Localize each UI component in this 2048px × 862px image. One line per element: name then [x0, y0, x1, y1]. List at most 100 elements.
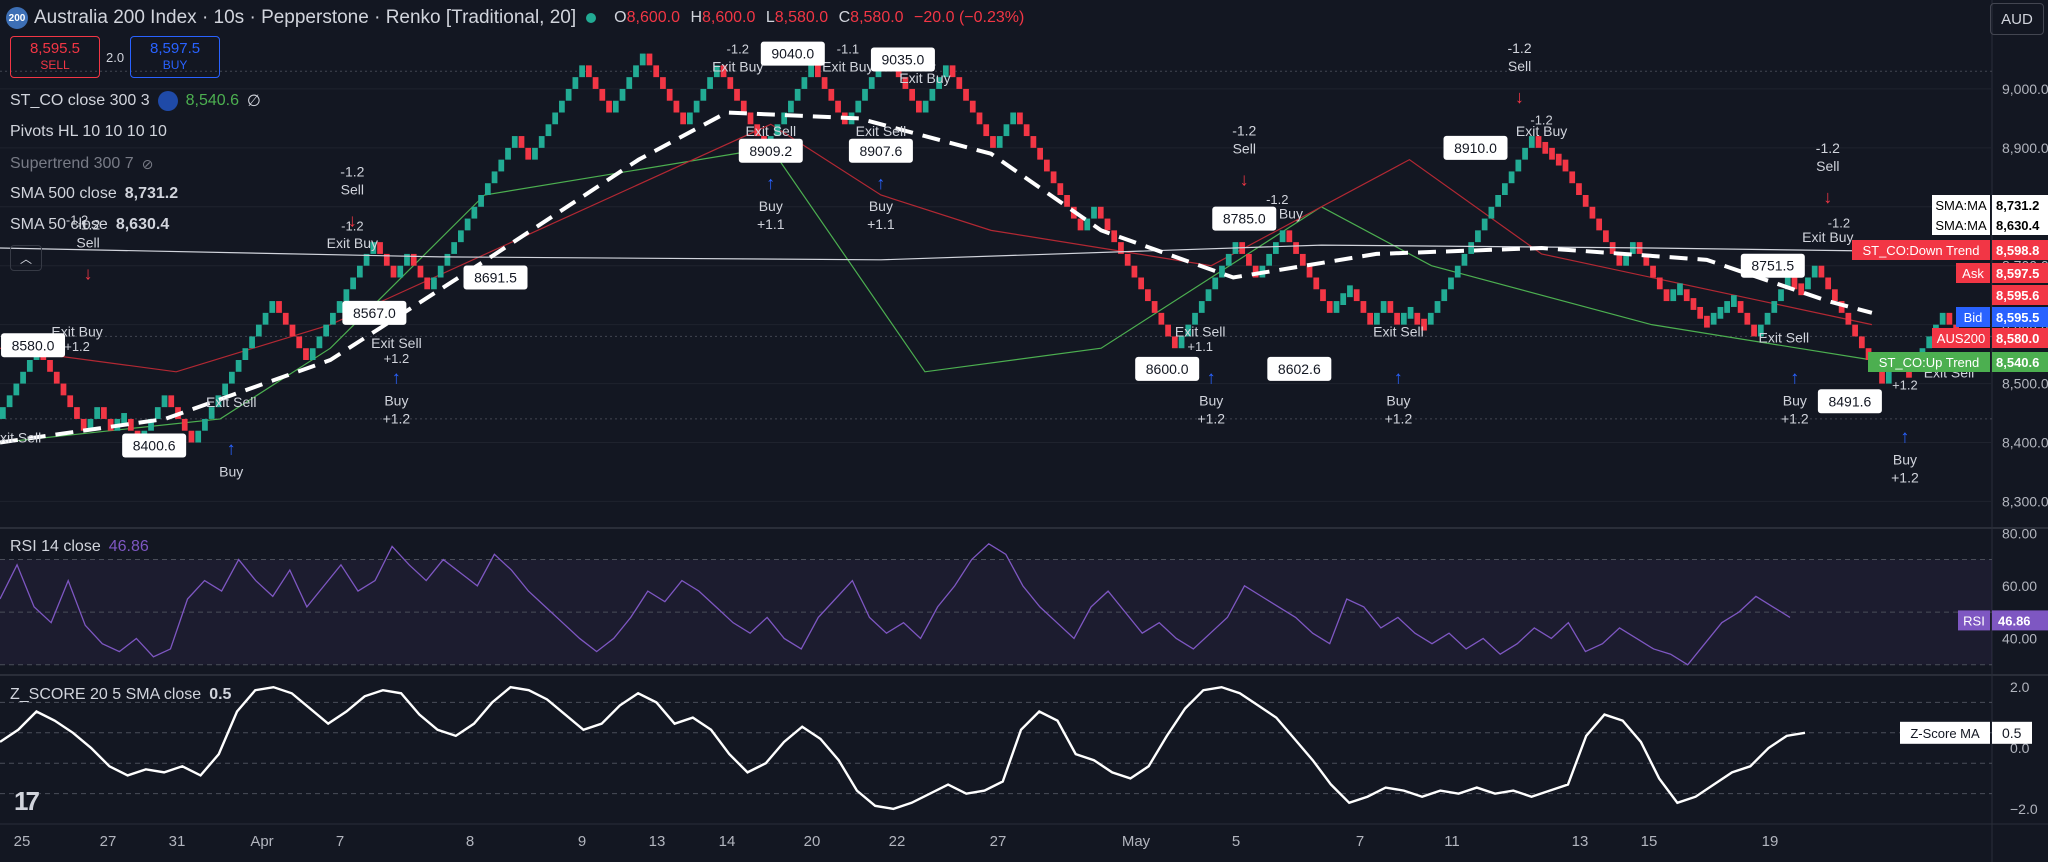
legend-sma500[interactable]: SMA 500 close 8,731.2: [10, 185, 179, 202]
eye-off-icon[interactable]: ⊘: [141, 155, 154, 172]
renko-brick: [1481, 218, 1488, 231]
renko-brick: [828, 88, 835, 101]
price-tag-label: Ask: [1962, 266, 1984, 281]
currency-button[interactable]: AUD: [1990, 3, 2044, 35]
renko-brick: [6, 395, 13, 408]
pivot-value: 8691.5: [474, 270, 517, 286]
renko-brick: [1333, 301, 1340, 313]
legend-rsi[interactable]: RSI 14 close 46.86: [10, 538, 149, 555]
renko-brick: [646, 53, 653, 66]
renko-brick: [1225, 253, 1232, 266]
renko-brick: [188, 430, 195, 443]
legend-sma50[interactable]: SMA 50 close 8,630.4: [10, 216, 170, 233]
renko-brick: [653, 65, 660, 78]
renko-brick: [296, 336, 303, 349]
renko-brick: [1320, 289, 1326, 302]
sell-arrow-icon: ↓: [84, 264, 93, 284]
renko-brick: [1246, 253, 1252, 266]
time-tick-label: 11: [1444, 833, 1460, 850]
zscore-label-box: [1900, 721, 1990, 744]
price-tick-label: 8,300.0: [2002, 493, 2048, 509]
collapse-legend-button[interactable]: ︿: [10, 245, 42, 271]
signal-label: -1.2: [76, 217, 100, 233]
renko-brick: [336, 301, 343, 313]
renko-brick: [1010, 112, 1017, 125]
renko-brick: [1212, 277, 1219, 290]
time-tick-label: 7: [1356, 833, 1364, 850]
pivot-box: [1, 333, 66, 358]
signal-label: +1.2: [1781, 411, 1809, 427]
buy-button[interactable]: 8,597.5 BUY: [130, 36, 221, 78]
pivot-value: 8580.0: [12, 337, 55, 353]
renko-brick: [101, 407, 107, 419]
price-tag-label-box: [1852, 240, 1990, 260]
renko-brick: [969, 100, 976, 113]
renko-brick: [282, 312, 289, 325]
pivot-box: [1740, 253, 1805, 278]
renko-brick: [1178, 336, 1185, 349]
renko-brick: [1326, 301, 1333, 313]
signal-label: Buy: [1893, 452, 1917, 468]
renko-brick: [1171, 336, 1178, 349]
price-tag: [1992, 307, 2048, 327]
legend-st-co[interactable]: ST_CO close 300 3 8,540.6 ∅: [10, 91, 261, 111]
renko-brick: [437, 265, 444, 278]
time-tick-label: 19: [1762, 833, 1779, 850]
renko-brick: [1744, 312, 1751, 325]
renko-brick: [572, 77, 579, 89]
renko-brick: [518, 136, 525, 148]
renko-brick: [1131, 265, 1138, 278]
small-label: -1.2: [1530, 112, 1552, 127]
renko-brick: [740, 100, 747, 113]
renko-brick: [1757, 324, 1764, 337]
renko-brick: [1784, 277, 1791, 290]
renko-brick: [1461, 253, 1468, 266]
rsi-label-box: [1958, 610, 1990, 631]
renko-brick: [323, 324, 330, 337]
legend-supertrend[interactable]: Supertrend 300 7 ⊘: [10, 155, 154, 172]
exit-label: Exit Sell: [1175, 323, 1226, 339]
price-tag-label: SMA:MA: [1935, 198, 1987, 213]
renko-brick: [1724, 301, 1730, 313]
renko-brick: [121, 413, 127, 425]
renko-brick: [350, 277, 356, 290]
renko-brick: [1387, 301, 1394, 313]
small-label: +1.2: [64, 339, 90, 354]
symbol-title[interactable]: Australia 200 Index · 10s · Pepperstone …: [34, 7, 577, 28]
renko-brick: [195, 430, 202, 443]
renko-brick: [1279, 230, 1286, 243]
renko-brick: [0, 407, 6, 419]
legend-pivots[interactable]: Pivots HL 10 10 10 10: [10, 123, 167, 140]
price-tag-label-box: [1932, 215, 1990, 235]
legend-zscore[interactable]: Z_SCORE 20 5 SMA close 0.5: [10, 686, 232, 703]
renko-brick: [404, 253, 410, 266]
renko-brick: [154, 407, 161, 419]
renko-brick: [47, 360, 53, 372]
renko-brick: [680, 112, 687, 125]
renko-brick: [491, 171, 498, 184]
exit-label: Exit Sell: [371, 335, 422, 351]
exit-label: Exit Sell: [856, 123, 907, 139]
price-tag-label: ST_CO:Up Trend: [1879, 355, 1979, 370]
renko-brick: [1825, 277, 1832, 290]
renko-brick: [996, 136, 1003, 148]
renko-brick: [1798, 283, 1805, 296]
renko-brick: [1791, 277, 1798, 290]
renko-brick: [168, 395, 175, 408]
ohlc-readout: O8,600.0 H8,600.0 L8,580.0 C8,580.0 −20.…: [614, 9, 1025, 26]
renko-brick: [53, 371, 60, 384]
renko-brick: [1414, 312, 1421, 325]
price-tag-value: 8,595.6: [1996, 288, 2039, 303]
renko-brick: [208, 407, 215, 419]
renko-brick: [532, 147, 538, 160]
pivot-value: 9035.0: [882, 51, 925, 67]
renko-brick: [1778, 289, 1784, 302]
sell-button[interactable]: 8,595.5 SELL: [10, 36, 100, 78]
renko-brick: [727, 77, 734, 89]
time-tick-label: 25: [14, 833, 31, 850]
pivot-value: 9040.0: [771, 46, 814, 62]
renko-brick: [814, 65, 821, 78]
small-label: -1.1: [837, 42, 859, 57]
renko-brick: [249, 336, 255, 349]
